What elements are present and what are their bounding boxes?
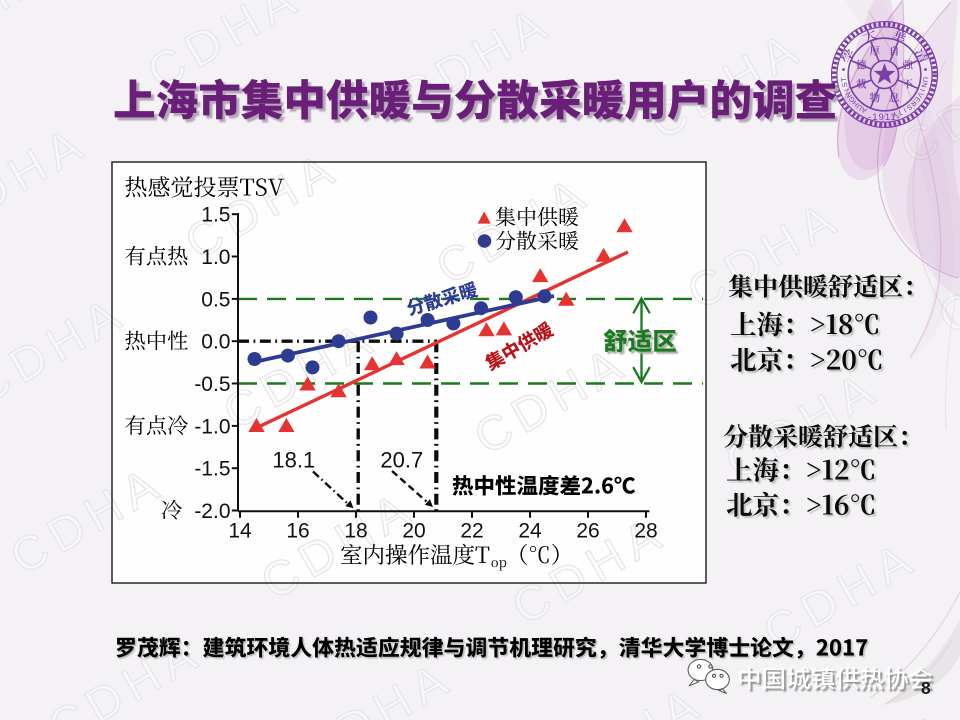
svg-text:16: 16	[286, 519, 309, 542]
svg-text:28: 28	[634, 519, 657, 542]
svg-text:-1911-: -1911-	[868, 112, 901, 123]
svg-text:R: R	[909, 99, 919, 109]
svg-text:V: V	[915, 91, 925, 100]
svg-text:I: I	[842, 87, 851, 92]
svg-text:8: 8	[921, 678, 931, 698]
svg-text:E: E	[912, 95, 922, 104]
svg-text:20.7: 20.7	[380, 448, 423, 473]
svg-text:-2.0: -2.0	[194, 500, 230, 523]
svg-text:I: I	[902, 106, 908, 115]
svg-text:-0.5: -0.5	[194, 373, 230, 396]
svg-text:N: N	[843, 91, 853, 100]
svg-text:S: S	[839, 81, 849, 88]
svg-text:0.0: 0.0	[201, 331, 230, 354]
svg-text:Y: Y	[891, 110, 898, 120]
svg-text:T: T	[839, 76, 849, 82]
svg-text:N: N	[919, 81, 929, 88]
svg-text:U: U	[855, 102, 865, 112]
svg-text:18.1: 18.1	[272, 448, 315, 473]
svg-text:T: T	[896, 108, 904, 118]
svg-text:22: 22	[460, 519, 483, 542]
svg-text:U: U	[921, 76, 931, 82]
svg-text:-1.5: -1.5	[194, 458, 230, 481]
svg-text:14: 14	[228, 519, 252, 542]
svg-text:24: 24	[518, 519, 542, 542]
svg-text:1.5: 1.5	[201, 204, 230, 227]
svg-text:1.0: 1.0	[201, 246, 230, 269]
svg-text:I: I	[918, 87, 927, 92]
svg-text:-1.0: -1.0	[194, 415, 230, 438]
svg-text:S: S	[905, 102, 914, 112]
svg-text:G: G	[846, 94, 857, 104]
svg-text:0.5: 0.5	[201, 288, 230, 311]
svg-text:20: 20	[402, 519, 425, 542]
svg-text:26: 26	[576, 519, 599, 542]
svg-text:A: A	[860, 105, 869, 115]
svg-text:H: H	[850, 99, 860, 109]
svg-text:18: 18	[344, 519, 367, 542]
